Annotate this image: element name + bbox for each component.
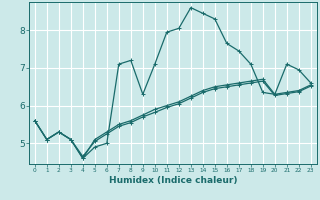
X-axis label: Humidex (Indice chaleur): Humidex (Indice chaleur) — [108, 176, 237, 185]
